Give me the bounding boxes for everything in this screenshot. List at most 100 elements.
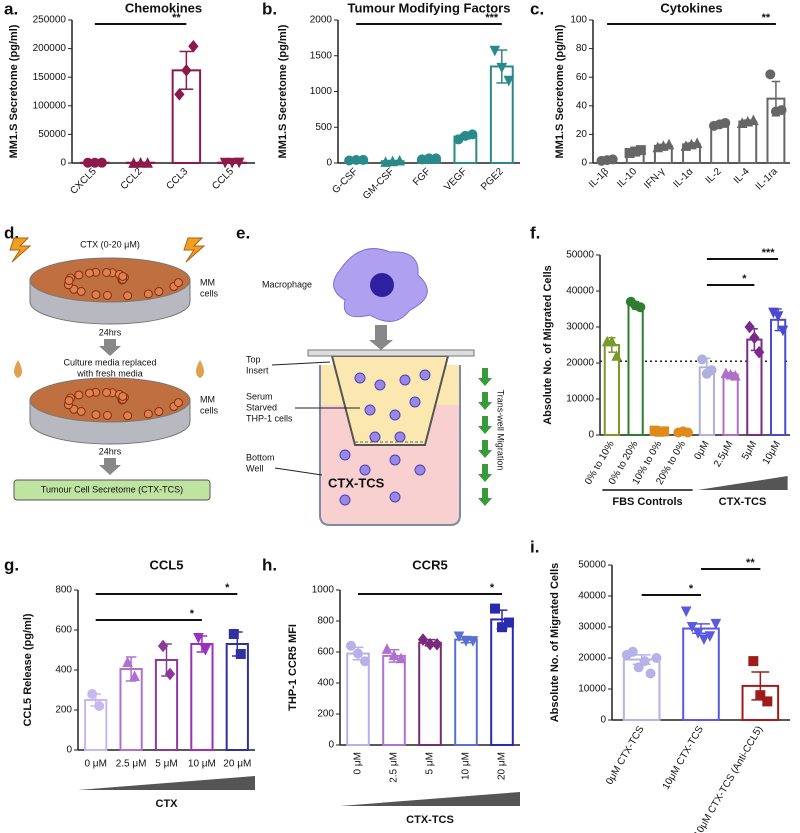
- thp1-cell: [414, 464, 426, 476]
- y-axis-label: MM1.S Secretome (pg/ml): [554, 24, 566, 158]
- data-point: [94, 701, 105, 711]
- data-point: [346, 640, 356, 651]
- data-point: [417, 633, 429, 646]
- data-point: [96, 157, 107, 168]
- x-tick-label: CXCL5: [68, 166, 99, 197]
- cell: [85, 388, 95, 398]
- x-tick-label: 0μM: [692, 439, 711, 462]
- x-tick-label: 2.5μM: [712, 439, 736, 469]
- diagram-e: e. Macrophage Top Insert Serum Starved T…: [236, 223, 506, 526]
- data-point: [380, 156, 391, 167]
- cells-label: cells: [200, 405, 219, 415]
- x-tick-label: 5μM: [740, 439, 759, 462]
- x-tick-label: GM-CSF: [361, 166, 397, 202]
- lightning: [9, 237, 32, 263]
- data-point: [680, 606, 692, 618]
- cell: [154, 407, 164, 417]
- x-tick-label: FGF: [411, 166, 433, 188]
- data-point: [730, 369, 741, 381]
- data-point: [651, 653, 662, 663]
- y-tick-label: 600: [317, 647, 334, 658]
- data-point: [691, 137, 703, 148]
- x-tick-label: VEGF: [442, 166, 469, 193]
- y-tick-label: 1500: [310, 50, 333, 61]
- thp1-cell: [374, 379, 386, 391]
- cell: [76, 286, 86, 296]
- x-tick-label: 20 μM: [497, 752, 508, 780]
- x-tick-label: IL-2: [704, 166, 724, 186]
- y-axis-label: THP-1 CCR5 MFI: [287, 624, 299, 711]
- data-point: [504, 617, 514, 628]
- cell: [143, 409, 153, 419]
- y-tick-label: 500: [315, 122, 332, 133]
- data-point: [606, 335, 618, 347]
- data-point: [122, 656, 133, 667]
- insert-rim: [307, 349, 475, 357]
- arrow: [99, 458, 121, 475]
- thp1-cell: [359, 464, 371, 476]
- y-tick-label: 40: [576, 100, 588, 111]
- y-tick-label: 40000: [578, 591, 606, 602]
- cell: [76, 406, 86, 416]
- x-tick-label: 10μM CTX-TCS (Anti-CCL5): [692, 724, 765, 833]
- significance-label: **: [746, 557, 755, 569]
- thp1-cell: [389, 454, 401, 466]
- x-tick-label: 10μM CTX-TCS: [661, 724, 706, 792]
- step-label: Culture media replaced: [63, 357, 156, 367]
- x-tick-label: IL-4: [732, 166, 752, 186]
- chart-title: Cytokines: [660, 0, 722, 15]
- pointer: [271, 361, 331, 366]
- petri-dish: [29, 257, 191, 325]
- bar: [770, 318, 787, 436]
- cell: [102, 388, 112, 398]
- y-tick-label: 0: [600, 715, 606, 726]
- bar: [627, 304, 644, 436]
- arrow: [99, 339, 121, 356]
- significance-label: *: [689, 583, 694, 595]
- y-axis-label: CCL5 Release (pg/ml): [22, 613, 34, 726]
- insert-label: Top: [246, 354, 261, 364]
- y-tick-label: 50000: [578, 560, 606, 571]
- y-tick-label: 40000: [566, 286, 594, 297]
- significance-label: ***: [762, 247, 776, 259]
- data-point: [748, 114, 759, 126]
- thp1-cell: [354, 372, 366, 384]
- x-tick-label: IL-1β: [587, 166, 611, 190]
- bar: [418, 641, 442, 747]
- data-point: [659, 426, 670, 437]
- y-axis-label: MM1.S Secretome (pg/ml): [8, 24, 20, 158]
- data-point: [431, 637, 443, 651]
- x-tick-label: PGE2: [479, 166, 506, 193]
- data-point: [663, 138, 675, 150]
- insert-label: Insert: [246, 365, 269, 375]
- bar: [346, 652, 370, 746]
- cell: [118, 391, 128, 401]
- data-point: [645, 668, 656, 679]
- data-point: [748, 656, 759, 667]
- cell: [74, 270, 84, 280]
- x-tick-label: CCL2: [119, 166, 145, 192]
- data-point: [394, 154, 405, 166]
- x-tick-label: CCL3: [164, 166, 190, 192]
- cells-label: MM: [200, 394, 215, 404]
- bar: [190, 643, 214, 751]
- thp1-cell: [419, 369, 431, 381]
- data-point: [200, 645, 211, 656]
- well-label: Well: [246, 463, 263, 473]
- panel-label: g.: [4, 555, 19, 574]
- x-tick-label: 0μM CTX-TCS: [604, 724, 647, 787]
- x-tick-label: 10 μM: [188, 759, 216, 770]
- data-point: [698, 634, 710, 646]
- significance-label: ***: [485, 12, 499, 24]
- x-tick-label: 5 μM: [155, 759, 177, 770]
- data-point: [360, 656, 370, 667]
- y-tick-label: 10000: [578, 684, 606, 695]
- cell: [143, 289, 153, 299]
- migration-arrows: [478, 368, 492, 506]
- data-point: [704, 631, 716, 642]
- data-point: [381, 643, 393, 654]
- data-point: [142, 157, 153, 168]
- data-point: [682, 427, 693, 438]
- significance-label: **: [172, 12, 181, 24]
- panel-label: b.: [262, 0, 277, 18]
